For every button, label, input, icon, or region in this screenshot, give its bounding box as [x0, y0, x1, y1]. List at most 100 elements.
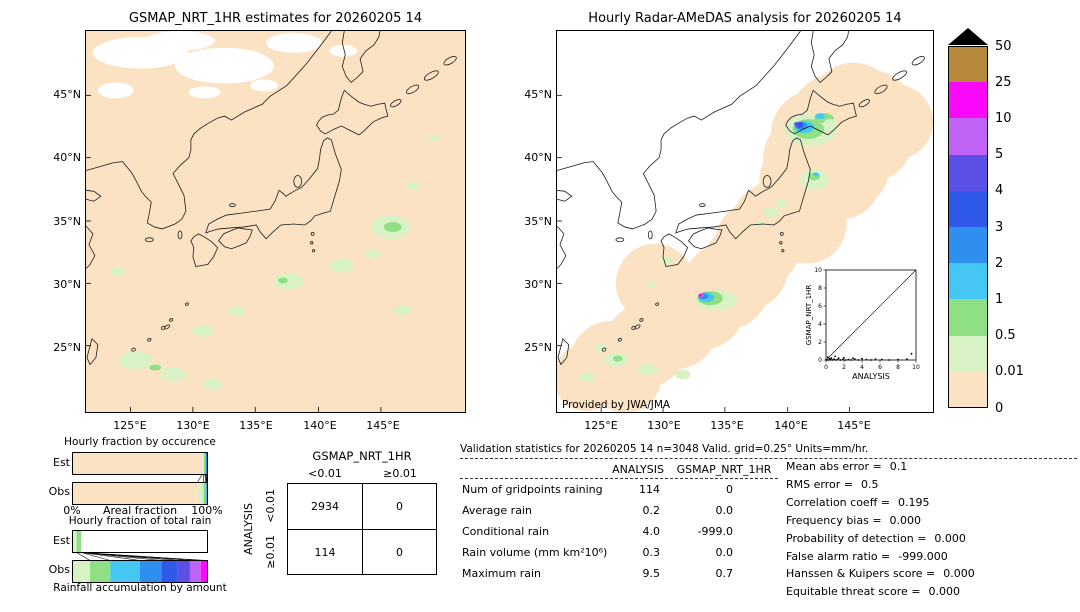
colorbar-tick-label: 25 [995, 74, 1012, 90]
lon-tick-label: 140°E [303, 419, 337, 432]
est-bar-segments [72, 530, 82, 553]
colorbar-segment [948, 227, 988, 264]
radar-map-canvas [557, 31, 933, 412]
inset-x-tick-label: 8 [896, 364, 900, 371]
stat-metric-label: RMS error = [786, 477, 853, 491]
inset-ylabel: GSMAP_NRT_1HR [805, 285, 813, 346]
stat-metric: RMS error = 0.5 [786, 478, 1078, 491]
lon-tick-label: 145°E [837, 419, 871, 432]
lon-tick-label: 140°E [774, 419, 808, 432]
right-map-title: Hourly Radar-AMeDAS analysis for 2026020… [588, 11, 902, 26]
stats-gsmap-value: -999.0 [697, 525, 733, 538]
lat-tick-label: 25°N [524, 341, 552, 354]
lon-tick-label: 135°E [239, 419, 273, 432]
est-bar-outline [72, 530, 208, 553]
stat-metric-label: Hanssen & Kuipers score = [786, 567, 936, 581]
colorbar-segment [948, 335, 988, 372]
stats-analysis-value: 114 [639, 483, 660, 496]
obs-bar-segments [72, 560, 208, 583]
colorbar-segment [948, 118, 988, 155]
contingency-row-header-ge-wrap: ≥0.01 [262, 529, 278, 575]
stats-table-row: Maximum rain 9.5 0.7 [460, 567, 780, 587]
stats-gsmap-value: 0.7 [715, 567, 734, 580]
inset-x-tick-label: 4 [860, 364, 864, 371]
lon-tick-label: 135°E [710, 419, 744, 432]
axis-ticks [557, 94, 850, 412]
totalrain-caption: Rainfall accumulation by amount [53, 582, 227, 594]
areal-axis-100: 100% [191, 504, 223, 517]
precipitation-layer [109, 134, 441, 391]
stats-row-label: Average rain [462, 504, 532, 517]
stats-analysis-value: 0.2 [642, 504, 661, 517]
stats-gsmap-value: 0.0 [715, 546, 734, 559]
est-bar-segments [72, 452, 208, 475]
coastline-layer [86, 31, 457, 366]
stat-metric-value: 0.000 [943, 567, 975, 581]
stats-table-row: Num of gridpoints raining 114 0 [460, 483, 780, 503]
est-bar-outline [72, 452, 208, 475]
inset-y-tick-label: 6 [818, 303, 822, 310]
lat-tick-label: 35°N [524, 215, 552, 228]
axis-ticks [86, 94, 382, 412]
map-credit: Provided by JWA/JMA [562, 399, 671, 411]
stats-gsmap-value: 0.0 [715, 504, 734, 517]
stats-analysis-value: 4.0 [642, 525, 661, 538]
lat-tick-label: 30°N [524, 278, 552, 291]
contingency-title: GSMAP_NRT_1HR [312, 449, 412, 463]
stat-metric-label: Probability of detection = [786, 531, 927, 545]
contingency-side-label-wrap: ANALYSIS [240, 483, 256, 575]
colorbar-tick-label: 2 [995, 255, 1004, 271]
stats-gsmap-value: 0 [726, 483, 733, 496]
occurrence-obs-label: Obs [48, 485, 70, 498]
stats-table-row: Average rain 0.2 0.0 [460, 504, 780, 524]
contingency-cell-10: 114 [288, 530, 363, 574]
stat-metric-value: -999.000 [898, 549, 948, 563]
contingency-row-header-lt-wrap: <0.01 [262, 483, 278, 529]
contingency-cell-11: 0 [396, 545, 403, 559]
stat-metric: Correlation coeff = 0.195 [786, 496, 1078, 509]
stat-metric-label: False alarm ratio = [786, 549, 891, 563]
stats-title: Validation statistics for 20260205 14 n=… [460, 443, 869, 455]
stat-metric: Hanssen & Kuipers score = 0.000 [786, 567, 1078, 580]
colorbar-tick-label: 3 [995, 219, 1004, 235]
contingency-row-header-lt: <0.01 [263, 489, 277, 523]
lon-tick-label: 125°E [584, 419, 618, 432]
contingency-col-header-lt: <0.01 [308, 467, 342, 480]
totalrain-bars [72, 530, 208, 583]
inset-x-tick-label: 0 [824, 364, 828, 371]
colorbar-segment [948, 263, 988, 300]
gsmap-estimates-map [85, 30, 466, 413]
colorbar-segment [948, 154, 988, 191]
colorbar-tick-label: 0 [995, 400, 1004, 416]
colorbar-segment [948, 46, 988, 83]
stats-analysis-value: 9.5 [642, 567, 661, 580]
colorbar-segment [948, 371, 988, 409]
occurrence-bars [72, 452, 208, 505]
areal-axis-0: 0% [63, 504, 81, 517]
stats-table: Num of gridpoints raining 114 0 Average rai… [460, 483, 780, 593]
stat-metric-value: 0.5 [860, 477, 879, 491]
colorbar-tick-label: 5 [995, 147, 1004, 163]
inset-y-tick-label: 2 [818, 339, 822, 346]
contingency-side-label: ANALYSIS [241, 503, 255, 555]
colorbar-tick-label: 0.5 [995, 328, 1016, 344]
category-connector-lines [197, 474, 208, 483]
stat-metric-value: 0.000 [889, 513, 922, 527]
inset-y-tick-label: 0 [818, 357, 822, 364]
colorbar-tick-label: 1 [995, 291, 1004, 307]
stat-metric-value: 0.000 [928, 585, 960, 599]
totalrain-chart-title: Hourly fraction of total rain [68, 515, 212, 527]
colorbar-tick-label: 4 [995, 183, 1004, 199]
gsmap-map-canvas [86, 31, 465, 412]
scatter-inset: 0 2 4 6 8 10 0 2 4 6 8 10 ANALYSIS GSMAP_NRT_1HR [803, 265, 925, 391]
stats-table-row: Conditional rain 4.0 -999.0 [460, 525, 780, 545]
identity-line [825, 269, 917, 361]
lat-tick-label: 25°N [53, 341, 81, 354]
radar-amedas-map: Provided by JWA/JMA 0 2 4 6 8 10 0 2 4 6 8 10 ANALYS… [556, 30, 934, 413]
lat-tick-label: 45°N [53, 88, 81, 101]
colorbar-frame [948, 46, 988, 408]
lon-tick-label: 125°E [113, 419, 147, 432]
contingency-grid: 2934 0 114 0 [287, 483, 437, 575]
stats-divider-header [460, 478, 778, 479]
